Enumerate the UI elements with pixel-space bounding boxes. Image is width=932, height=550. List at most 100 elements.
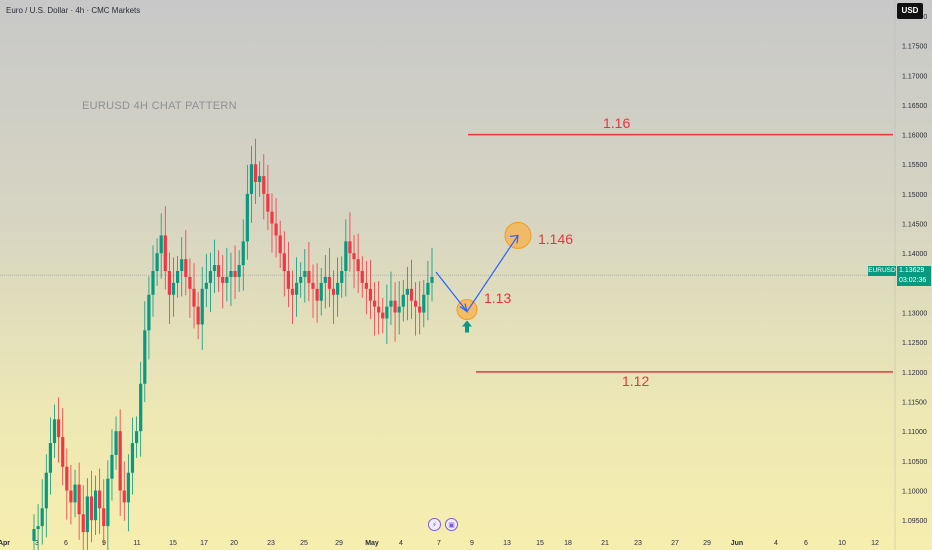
y-tick-label: 1.14500 bbox=[902, 222, 927, 229]
candle-body bbox=[405, 288, 409, 295]
level-label-top: 1.16 bbox=[603, 115, 631, 131]
y-tick-label: 1.10000 bbox=[902, 489, 927, 496]
candle-body bbox=[368, 288, 373, 301]
candle-body bbox=[237, 265, 241, 277]
candle-body bbox=[344, 241, 348, 272]
x-tick-label: 4 bbox=[399, 540, 403, 547]
candle-body bbox=[385, 306, 389, 319]
arrow-head-down bbox=[459, 303, 468, 313]
candle-body bbox=[200, 288, 204, 325]
x-tick-label: 17 bbox=[200, 540, 208, 547]
x-tick-label: Jun bbox=[731, 540, 743, 547]
x-tick-label: 20 bbox=[230, 540, 238, 547]
candle-body bbox=[36, 526, 40, 530]
candle-body bbox=[323, 276, 327, 283]
candle-body bbox=[266, 193, 270, 212]
candle-body bbox=[188, 276, 192, 289]
candle-body bbox=[204, 282, 208, 289]
candle-body bbox=[180, 259, 184, 272]
y-tick-label: 1.15500 bbox=[902, 162, 927, 169]
x-tick-label: May bbox=[365, 540, 379, 547]
y-tick-label: 1.11000 bbox=[902, 429, 927, 436]
projection-arrow-up bbox=[466, 235, 519, 312]
x-tick-label: 9 bbox=[470, 540, 474, 547]
candle-body bbox=[81, 514, 85, 533]
candle-body bbox=[311, 282, 315, 289]
x-tick-label: 7 bbox=[437, 540, 441, 547]
candle-body bbox=[212, 265, 217, 272]
candle-body bbox=[327, 276, 332, 289]
candle-body bbox=[229, 271, 233, 277]
candle-body bbox=[57, 419, 61, 438]
candle-body bbox=[134, 431, 139, 444]
candle-body bbox=[356, 259, 360, 272]
x-tick-label: 27 bbox=[671, 540, 679, 547]
y-tick-label: 1.11500 bbox=[902, 400, 927, 407]
candle-body bbox=[163, 235, 167, 272]
candle-body bbox=[278, 235, 282, 254]
candle-body bbox=[348, 241, 352, 254]
candle-body bbox=[303, 271, 307, 277]
candle-body bbox=[118, 431, 122, 491]
x-tick-label: 10 bbox=[838, 540, 846, 547]
candle-body bbox=[73, 484, 77, 503]
candle-body bbox=[192, 288, 196, 307]
candle-body bbox=[426, 282, 430, 295]
candle-body bbox=[249, 164, 254, 194]
countdown: 03:02:36 bbox=[899, 277, 927, 284]
x-tick-label: 6 bbox=[64, 540, 68, 547]
candle-body bbox=[372, 300, 377, 307]
candle-body bbox=[147, 294, 151, 331]
candle-body bbox=[89, 496, 94, 521]
x-tick-label: 12 bbox=[871, 540, 879, 547]
candle-body bbox=[143, 330, 147, 384]
candle-body bbox=[102, 508, 106, 527]
candle-body bbox=[282, 253, 286, 272]
x-tick-label: 21 bbox=[601, 540, 609, 547]
candle-body bbox=[159, 235, 163, 254]
candle-body bbox=[208, 271, 213, 283]
candle-body bbox=[48, 443, 53, 473]
candle-body bbox=[430, 276, 434, 283]
candle-body bbox=[52, 419, 57, 444]
candle-body bbox=[299, 276, 303, 283]
currency-selector[interactable]: USD bbox=[897, 3, 923, 19]
candle-body bbox=[245, 193, 249, 242]
y-tick-label: 1.14000 bbox=[902, 251, 927, 258]
candle-body bbox=[360, 271, 364, 283]
buy-arrow-icon bbox=[462, 320, 472, 333]
level-label-bottom: 1.12 bbox=[622, 373, 650, 389]
candle-body bbox=[32, 529, 36, 541]
x-tick-label: 23 bbox=[634, 540, 642, 547]
x-tick-label: Apr bbox=[0, 540, 10, 547]
candle-body bbox=[262, 176, 266, 194]
candle-body bbox=[126, 472, 130, 503]
candle-body bbox=[422, 294, 426, 313]
target-label: 1.146 bbox=[538, 231, 574, 247]
candle-body bbox=[315, 288, 319, 301]
candle-body bbox=[336, 282, 340, 295]
candle-body bbox=[381, 312, 385, 319]
x-tick-label: 25 bbox=[300, 540, 308, 547]
flag-icon[interactable]: ▣ bbox=[445, 518, 458, 531]
event-icons: ⚡ ▣ bbox=[428, 518, 458, 531]
x-tick-label: 29 bbox=[335, 540, 343, 547]
watermark-text: EURUSD 4H CHAT PATTERN bbox=[82, 100, 237, 112]
chart-title: Euro / U.S. Dollar · 4h · CMC Markets bbox=[6, 6, 141, 15]
candle-body bbox=[377, 306, 381, 313]
y-tick-label: 1.09500 bbox=[902, 518, 927, 525]
x-tick-label: 15 bbox=[169, 540, 177, 547]
candle-body bbox=[331, 288, 336, 295]
lightning-icon[interactable]: ⚡ bbox=[428, 518, 441, 531]
candle-body bbox=[167, 271, 172, 295]
candle-body bbox=[253, 164, 258, 183]
candle-body bbox=[139, 383, 143, 432]
candle-body bbox=[171, 282, 176, 295]
y-tick-label: 1.12500 bbox=[902, 340, 927, 347]
candle-body bbox=[85, 496, 89, 533]
candle-body bbox=[40, 508, 44, 527]
candle-body bbox=[294, 282, 299, 295]
y-tick-label: 1.16500 bbox=[902, 103, 927, 110]
